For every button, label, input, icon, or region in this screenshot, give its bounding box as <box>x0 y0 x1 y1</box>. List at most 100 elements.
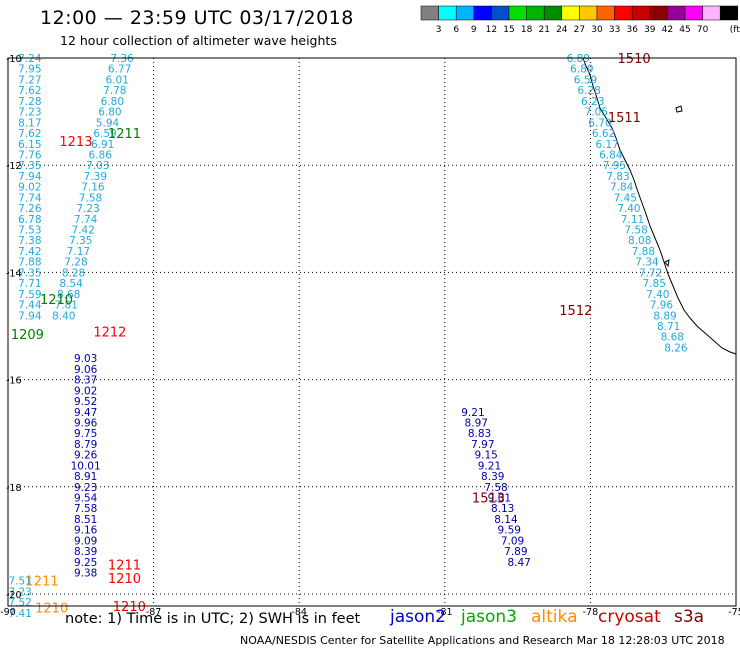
colorbar-label: 39 <box>644 25 656 35</box>
wave-height-value: 9.02 <box>74 385 97 397</box>
legend-item-cryosat: cryosat <box>598 607 661 627</box>
wave-height-value: 8.39 <box>74 546 97 558</box>
wave-height-value: 7.35 <box>69 235 92 247</box>
wave-height-value: 6.80 <box>98 107 121 119</box>
wave-height-value: 8.28 <box>62 267 85 279</box>
wave-height-value: 8.37 <box>74 375 97 387</box>
wave-height-value: 9.16 <box>74 525 98 537</box>
wave-height-value: 7.27 <box>18 74 41 86</box>
colorbar-label: 36 <box>626 25 638 35</box>
wave-height-value: 8.89 <box>653 310 676 322</box>
wave-height-value: 9.75 <box>74 428 97 440</box>
wave-height-value: 8.68 <box>661 332 684 344</box>
colorbar-swatch <box>649 5 668 21</box>
y-tick-label: -14 <box>6 268 22 279</box>
wave-height-value: 6.70 <box>588 117 611 129</box>
coast-islet <box>675 105 683 113</box>
wave-height-value: 7.78 <box>103 85 126 97</box>
wave-height-value: 9.96 <box>74 417 98 429</box>
wave-height-value: 7.35 <box>18 267 41 279</box>
colorbar-label: 70 <box>697 25 709 35</box>
colorbar-label: 18 <box>521 25 533 35</box>
legend-item-jason3: jason3 <box>461 607 517 627</box>
wave-height-value: 8.79 <box>74 439 97 451</box>
wave-height-value: 9.02 <box>18 182 41 194</box>
wave-height-value: 8.91 <box>74 471 97 483</box>
wave-height-value: 9.01 <box>488 493 511 505</box>
x-tick-label: -75 <box>728 607 740 618</box>
wave-height-value: 7.58 <box>624 225 647 237</box>
colorbar-unit: (ft) <box>730 25 740 35</box>
wave-height-value: 7.95 <box>603 160 626 172</box>
wave-height-value: 9.09 <box>74 535 97 547</box>
colorbar-swatch <box>438 5 457 21</box>
wave-height-value: 7.23 <box>76 203 99 215</box>
pass-label: 1210 <box>40 293 73 308</box>
colorbar-label: 3 <box>436 25 442 35</box>
wave-height-value: 7.16 <box>81 182 105 194</box>
wave-height-value: 8.68 <box>57 289 80 301</box>
colorbar-label: 30 <box>591 25 603 35</box>
wave-height-value: 7.51 <box>8 576 31 588</box>
wave-height-value: 7.89 <box>504 546 527 558</box>
y-tick-label: -16 <box>6 376 22 387</box>
pass-label: 1213 <box>59 135 92 150</box>
wave-height-value: 7.85 <box>643 278 666 290</box>
wave-height-value: 7.74 <box>18 192 42 204</box>
wave-height-value: 7.24 <box>18 53 42 65</box>
colorbar-swatch <box>543 5 563 21</box>
colorbar-swatch <box>473 5 492 21</box>
axis-tick-labels: -90 -87 -84 -81 -78 -75 -10 -12 -14 -16 -18 -20 <box>0 54 740 618</box>
colorbar-label: 24 <box>556 25 568 35</box>
wave-height-value: 6.59 <box>93 128 116 140</box>
wave-height-value: 8.54 <box>59 278 83 290</box>
wave-height-value: 7.58 <box>79 192 102 204</box>
wave-height-value: 6.91 <box>91 139 114 151</box>
wave-height-value: 7.45 <box>614 192 637 204</box>
colorbar-swatch <box>631 5 651 21</box>
wave-height-value: 7.44 <box>18 300 42 312</box>
wave-height-value: 7.26 <box>18 203 42 215</box>
wave-height-value: 7.23 <box>8 586 31 598</box>
wave-height-value: 8.83 <box>468 428 491 440</box>
pass-label: 1510 <box>618 52 651 67</box>
legend-item-s3a: s3a <box>674 607 705 627</box>
footer-note: note: 1) Time is in UTC; 2) SWH is in fe… <box>65 611 361 627</box>
wave-height-value: 9.59 <box>498 525 521 537</box>
wave-height-value: 7.23 <box>18 107 41 119</box>
colorbar-label: 42 <box>662 25 673 35</box>
y-tick-label: -20 <box>6 590 22 601</box>
pass-label: 1211 <box>25 575 58 590</box>
wave-height-value: 7.53 <box>18 225 41 237</box>
wave-height-value: 8.08 <box>628 235 651 247</box>
wave-height-value: 7.71 <box>18 278 41 290</box>
wave-height-value: 8.13 <box>491 503 514 515</box>
wave-height-value: 8.17 <box>18 117 41 129</box>
wave-height-value: 7.62 <box>18 128 41 140</box>
pass-label: 1211 <box>108 559 141 574</box>
colorbar-swatch <box>596 5 615 21</box>
wave-height-value: 6.28 <box>577 85 600 97</box>
colorbar-swatch <box>702 5 721 21</box>
credit-line: NOAA/NESDIS Center for Satellite Applica… <box>240 634 725 647</box>
wave-height-value: 7.42 <box>72 225 95 237</box>
colorbar-swatch <box>667 5 686 21</box>
wave-height-value: 7.88 <box>18 257 41 269</box>
wave-height-value: 7.35 <box>18 160 41 172</box>
wave-height-value: 6.23 <box>581 96 604 108</box>
y-tick-label: -18 <box>6 483 22 494</box>
x-tick-label: -84 <box>291 607 307 618</box>
wave-height-value: 9.23 <box>74 482 97 494</box>
wave-height-value: 7.59 <box>18 289 41 301</box>
wave-height-value: 6.89 <box>570 64 593 76</box>
wave-height-value: 7.17 <box>67 246 90 258</box>
wave-height-value: 7.38 <box>18 235 41 247</box>
wave-height-value: 7.74 <box>74 214 98 226</box>
wave-height-value: 7.03 <box>86 160 109 172</box>
pass-label: 1512 <box>559 304 592 319</box>
colorbar-label: 45 <box>679 25 690 35</box>
wave-height-value: 8.71 <box>657 321 680 333</box>
wave-height-value: 9.21 <box>461 407 484 419</box>
